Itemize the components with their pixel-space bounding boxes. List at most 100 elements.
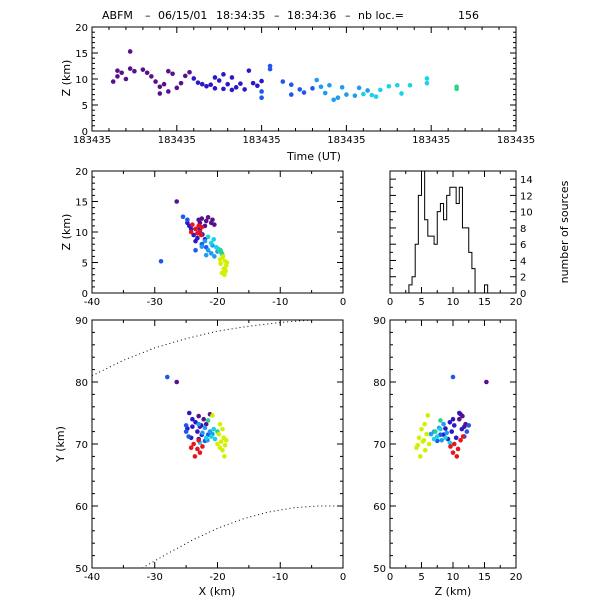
- x-tick-label: 15: [478, 297, 491, 308]
- y-tick-label: 10: [75, 228, 88, 239]
- x-tick-label: 0: [340, 297, 346, 308]
- y-tick-label: 60: [373, 502, 386, 513]
- y-tick-label: 20: [75, 167, 88, 178]
- source-point: [220, 426, 225, 432]
- source-point: [484, 379, 489, 385]
- source-point: [174, 85, 180, 91]
- x-tick-label: 0: [387, 572, 393, 583]
- source-point: [197, 450, 203, 455]
- source-point: [434, 434, 440, 439]
- source-point: [439, 437, 444, 443]
- source-point: [204, 83, 209, 89]
- source-point: [310, 86, 315, 91]
- x-tick-label: -30: [147, 297, 163, 308]
- source-point: [186, 434, 191, 439]
- y-tick-label: 60: [75, 502, 88, 513]
- source-point: [203, 435, 209, 441]
- title-station: ABFM: [102, 9, 133, 22]
- source-point: [180, 214, 186, 220]
- source-point: [458, 437, 463, 443]
- source-point: [459, 426, 465, 432]
- source-point: [399, 91, 404, 96]
- range-arc-1: [141, 505, 343, 568]
- source-point: [386, 83, 392, 89]
- source-point: [373, 94, 379, 99]
- source-point: [190, 222, 195, 227]
- title-date: 06/15/01: [158, 9, 207, 22]
- source-point: [221, 86, 226, 92]
- source-point: [165, 374, 170, 380]
- source-point: [224, 260, 230, 265]
- y-tick-label: 10: [75, 75, 88, 86]
- source-point: [443, 426, 448, 431]
- histogram-bar: [450, 187, 453, 293]
- y-tick-label: 50: [75, 564, 88, 575]
- source-point: [220, 254, 226, 259]
- source-point: [212, 86, 218, 91]
- source-point: [407, 82, 413, 88]
- source-point: [149, 74, 154, 79]
- y-tick-label: 20: [75, 23, 88, 34]
- source-point: [208, 82, 214, 88]
- y-tick-label: 0: [82, 289, 88, 300]
- source-point: [215, 441, 220, 447]
- source-point: [322, 90, 328, 96]
- source-point: [369, 92, 375, 98]
- source-point: [331, 97, 336, 103]
- y-axis-label: number of sources: [558, 180, 571, 283]
- source-point: [217, 445, 223, 451]
- source-point: [425, 413, 431, 418]
- source-point: [318, 84, 324, 90]
- x-tick-label: 5: [418, 297, 424, 308]
- source-point: [208, 434, 214, 439]
- source-point: [178, 80, 184, 86]
- source-point: [419, 426, 424, 432]
- source-point: [327, 82, 332, 88]
- source-point: [416, 435, 422, 441]
- y-tick-label: 80: [75, 378, 88, 389]
- source-point: [198, 232, 204, 238]
- source-point: [202, 425, 208, 431]
- source-point: [115, 68, 120, 73]
- source-point: [361, 91, 366, 97]
- source-point: [460, 434, 466, 439]
- y-tick-label: 80: [373, 378, 386, 389]
- source-point: [223, 437, 229, 443]
- source-point: [259, 95, 264, 101]
- source-point: [202, 238, 208, 244]
- source-point: [422, 447, 428, 453]
- source-point: [182, 73, 188, 79]
- y-tick-label: 70: [75, 440, 88, 451]
- source-point: [246, 68, 252, 73]
- source-point: [183, 423, 189, 428]
- source-point: [216, 78, 222, 83]
- x-tick-label: 183435: [497, 135, 535, 146]
- title-sep-3: –: [345, 9, 351, 22]
- source-point: [280, 79, 286, 84]
- y-tick-label: 2: [520, 273, 526, 284]
- plot-area: [92, 320, 343, 568]
- source-point: [192, 454, 198, 459]
- source-point: [199, 81, 205, 87]
- source-point: [453, 435, 459, 441]
- source-point: [183, 429, 189, 434]
- source-point: [195, 429, 200, 434]
- source-point: [464, 429, 470, 434]
- source-point: [424, 76, 430, 81]
- source-point: [153, 79, 158, 84]
- source-point: [450, 416, 456, 422]
- source-point: [447, 440, 453, 446]
- source-point: [428, 431, 434, 437]
- x-tick-label: -10: [272, 297, 288, 308]
- source-point: [339, 85, 345, 90]
- x-tick-label: -30: [147, 572, 163, 583]
- plot-frame: [91, 26, 517, 132]
- y-tick-label: 70: [373, 440, 386, 451]
- x-tick-label: 183435: [243, 135, 281, 146]
- source-point: [193, 248, 198, 253]
- histogram-bar: [444, 220, 447, 293]
- source-point: [424, 80, 430, 86]
- source-point: [414, 445, 419, 451]
- source-point: [431, 436, 437, 442]
